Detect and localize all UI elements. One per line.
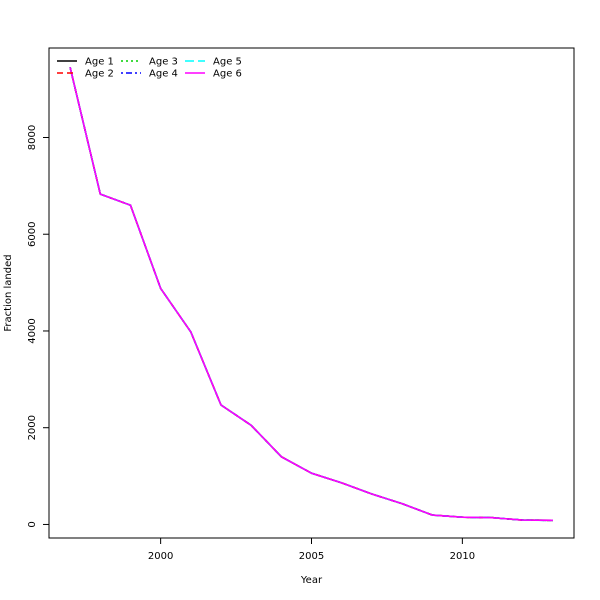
legend-label: Age 1 bbox=[85, 57, 114, 68]
y-tick-label: 4000 bbox=[27, 318, 38, 343]
x-axis: 2000 2005 2010 bbox=[148, 537, 475, 562]
x-axis-label: Year bbox=[300, 575, 323, 586]
legend-label: Age 2 bbox=[85, 69, 114, 80]
y-tick-label: 6000 bbox=[27, 222, 38, 247]
legend-label: Age 4 bbox=[149, 69, 178, 80]
series-line-age-1 bbox=[69, 67, 553, 522]
x-tick-label: 2000 bbox=[148, 551, 173, 562]
x-tick-label: 2010 bbox=[450, 551, 475, 562]
legend-label: Age 6 bbox=[213, 69, 242, 80]
series-line-age-3 bbox=[69, 67, 553, 522]
plot-frame bbox=[48, 47, 575, 539]
legend-label: Age 3 bbox=[149, 57, 178, 68]
y-tick-label: 2000 bbox=[27, 415, 38, 440]
series-line-age-5 bbox=[69, 67, 553, 522]
series-line-age-6 bbox=[69, 67, 553, 522]
series-line-age-2 bbox=[69, 67, 553, 522]
y-axis: 0 2000 4000 6000 8000 bbox=[27, 125, 49, 528]
x-tick-label: 2005 bbox=[299, 551, 324, 562]
series-lines bbox=[69, 67, 553, 522]
legend-label: Age 5 bbox=[213, 57, 242, 68]
series-line-age-4 bbox=[69, 67, 553, 522]
y-tick-label: 8000 bbox=[27, 125, 38, 150]
y-axis-label: Fraction landed bbox=[3, 254, 14, 331]
y-tick-label: 0 bbox=[27, 521, 38, 527]
